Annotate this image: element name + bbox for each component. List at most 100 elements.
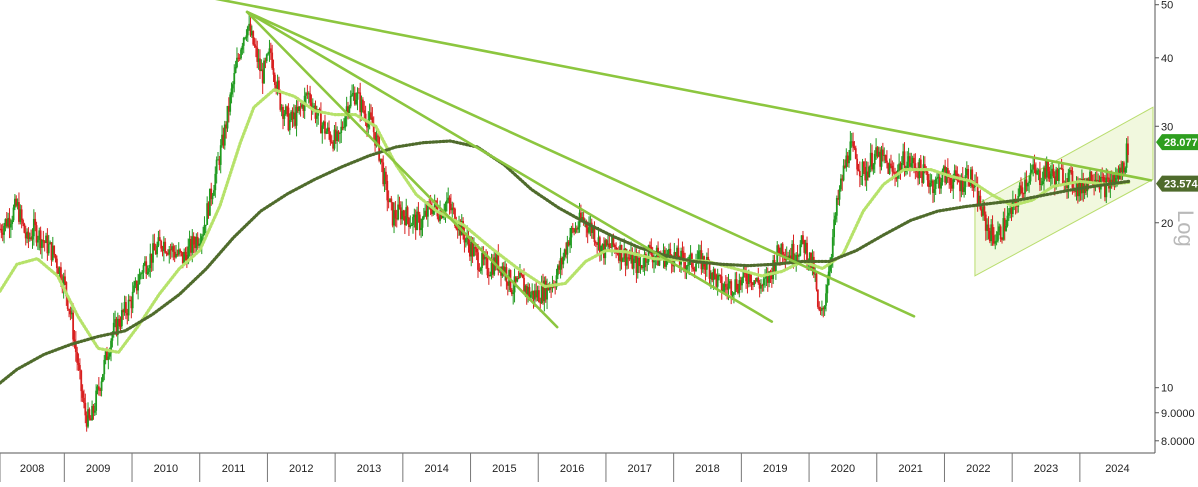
candle-body <box>0 228 3 233</box>
candle-body <box>95 390 98 411</box>
candle-body <box>685 266 688 270</box>
candle-body <box>84 402 87 416</box>
candle-body <box>278 80 280 91</box>
candle-body <box>991 224 994 236</box>
log-scale-label: Log <box>1173 210 1198 247</box>
candle-body <box>1025 179 1028 187</box>
candle-body <box>479 268 482 271</box>
candle-body <box>338 132 341 134</box>
candle-body <box>376 135 379 137</box>
candle-body <box>658 257 661 266</box>
candle-body <box>1003 218 1006 231</box>
candle-body <box>112 322 115 334</box>
candle-body <box>27 231 30 239</box>
candle-body <box>653 258 655 263</box>
candle-body <box>143 261 146 266</box>
candle-body <box>306 93 309 95</box>
candle-body <box>995 240 998 242</box>
candle-body <box>821 307 823 311</box>
candle-body <box>336 131 339 141</box>
candle-body <box>183 251 186 264</box>
candle-body <box>108 353 111 357</box>
candle-body <box>146 271 149 274</box>
candle-body <box>305 93 307 96</box>
candle-body <box>393 210 395 226</box>
candle-body <box>1026 182 1029 187</box>
candle-body <box>523 277 525 292</box>
candle-body <box>863 161 865 167</box>
candle-body <box>257 58 260 62</box>
candle-body <box>781 243 784 255</box>
candle-body <box>173 251 176 258</box>
candle-body <box>460 221 463 236</box>
candle-body <box>979 195 982 210</box>
candle-body <box>91 405 93 421</box>
candle-body <box>482 253 485 260</box>
candle-body <box>115 319 118 336</box>
candle-body <box>322 121 325 126</box>
candle-body <box>318 109 321 111</box>
candle-body <box>54 254 57 259</box>
candles-layer <box>0 13 1129 432</box>
candle-body <box>1057 169 1060 181</box>
price-tag <box>1156 175 1198 192</box>
x-tick-label: 2015 <box>492 463 516 475</box>
candle-body <box>184 251 187 255</box>
candle-body <box>288 120 291 131</box>
candle-body <box>559 258 562 270</box>
candle-body <box>374 132 376 146</box>
candle-body <box>431 209 433 214</box>
candle-body <box>825 293 827 306</box>
candle-body <box>967 168 970 181</box>
candle-body <box>858 170 861 177</box>
candle-body <box>464 238 467 243</box>
candle-body <box>910 163 913 167</box>
candle-body <box>868 166 871 178</box>
candle-body <box>634 256 636 259</box>
candle-body <box>1030 169 1033 173</box>
candle-body <box>1120 167 1123 173</box>
candle-body <box>378 136 381 161</box>
candle-body <box>566 241 569 255</box>
candle-body <box>139 273 142 275</box>
candle-body <box>751 282 754 285</box>
candle-body <box>597 237 600 245</box>
candle-body <box>1106 177 1109 179</box>
candle-body <box>978 195 980 206</box>
candle-body <box>695 263 697 271</box>
candle-body <box>37 239 39 243</box>
candle-body <box>1060 168 1063 170</box>
candle-body <box>241 45 244 50</box>
candle-body <box>1112 175 1114 186</box>
candle-body <box>1121 162 1124 173</box>
candle-body <box>550 287 553 289</box>
candle-body <box>872 164 875 170</box>
candle-body <box>668 248 670 254</box>
candle-body <box>913 157 915 164</box>
candle-body <box>723 284 726 291</box>
candle-body <box>462 221 464 234</box>
candle-body <box>753 280 756 285</box>
candle-body <box>561 258 563 265</box>
x-tick-label: 2010 <box>154 463 178 475</box>
candle-body <box>529 294 532 298</box>
candle-body <box>649 245 651 247</box>
candle-body <box>831 237 834 258</box>
candle-body <box>953 170 956 180</box>
candle-body <box>149 253 152 269</box>
candle-body <box>764 277 766 279</box>
candle-body <box>833 219 836 238</box>
trendline-2 <box>245 10 916 318</box>
candle-body <box>271 52 274 69</box>
candle-body <box>275 85 278 90</box>
candle-body <box>72 312 75 340</box>
candle-body <box>153 243 156 251</box>
candle-body <box>932 180 934 193</box>
trendline-3 <box>245 10 774 323</box>
candle-body <box>709 273 712 279</box>
candle-body <box>119 326 122 328</box>
candle-body <box>1021 187 1024 194</box>
candle-body <box>911 157 914 164</box>
candle-body <box>502 266 505 274</box>
candle-body <box>445 200 448 204</box>
